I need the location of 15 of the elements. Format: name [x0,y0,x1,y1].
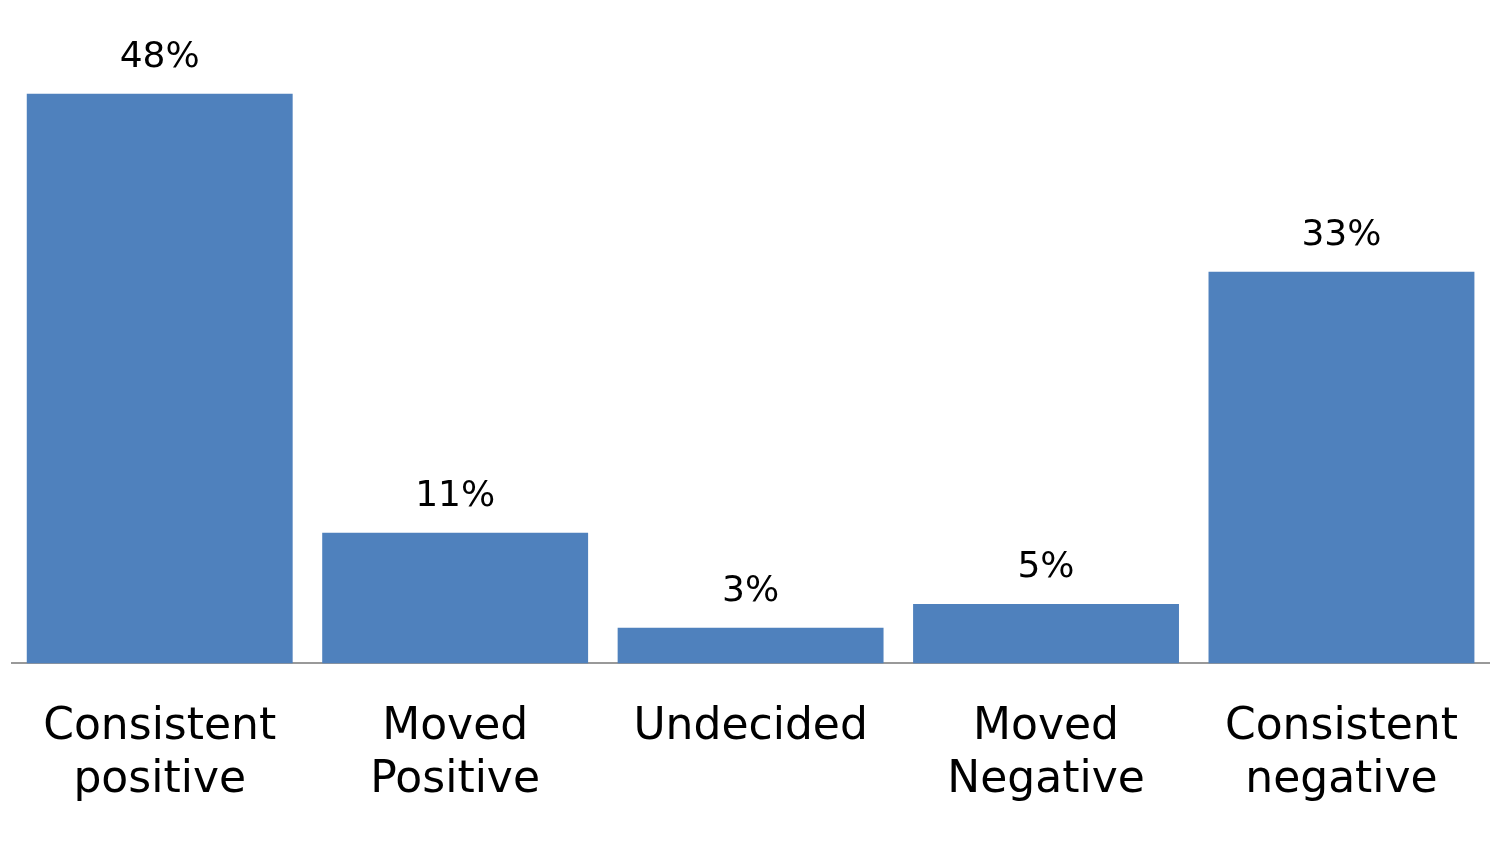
bar [322,532,589,664]
x-tick-label: Undecided [633,698,868,750]
bar [913,604,1179,664]
bar [26,93,293,664]
bar [1208,271,1475,664]
x-tick-label: Consistent positive [43,698,277,803]
x-tick-label: Moved Positive [370,698,540,803]
data-label: 11% [415,473,496,515]
bar [617,627,884,664]
data-label: 5% [1017,544,1075,586]
data-label: 48% [119,34,200,76]
x-tick-label: Consistent negative [1224,698,1458,803]
data-label: 33% [1301,212,1382,254]
x-tick-label: Moved Negative [947,698,1145,803]
data-label: 3% [722,568,780,610]
